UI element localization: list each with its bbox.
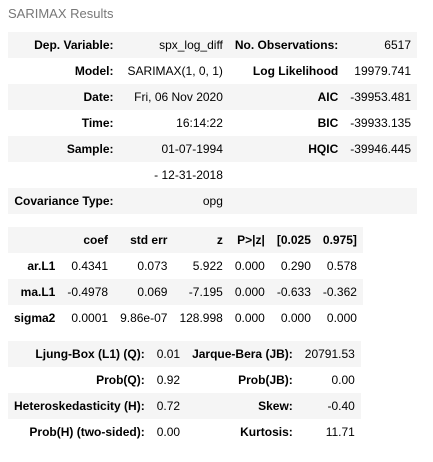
table-row: sigma2 0.0001 9.86e-07 128.998 0.000 0.0…	[8, 305, 363, 331]
value-dep-variable: spx_log_diff	[159, 38, 223, 52]
label-ljung-box: Ljung-Box (L1) (Q):	[35, 347, 145, 361]
label-empty	[229, 162, 344, 188]
value-no-observations: 6517	[384, 38, 411, 52]
cell: -0.362	[322, 285, 357, 299]
column-header-p-value: P>|z|	[237, 233, 265, 247]
column-header-z: z	[216, 233, 223, 247]
row-label: ar.L1	[27, 259, 56, 273]
value-prob-h: 0.00	[156, 425, 181, 439]
table-row: Prob(Q): 0.92 Prob(JB): 0.00	[8, 367, 361, 393]
cell: 0.290	[280, 259, 311, 273]
coefficients-table: coef std err z P>|z| [0.025 0.975] ar.L1…	[8, 227, 363, 331]
value-model: SARIMAX(1, 0, 1)	[127, 64, 223, 78]
cell: -7.195	[188, 285, 223, 299]
label-no-observations: No. Observations:	[234, 38, 339, 52]
label-bic: BIC	[317, 116, 339, 130]
table-row: Heteroskedasticity (H): 0.72 Skew: -0.40	[8, 393, 361, 419]
cell: 0.578	[326, 259, 357, 273]
label-time: Time:	[81, 116, 114, 130]
value-date: Fri, 06 Nov 2020	[134, 90, 223, 104]
label-model: Model:	[74, 64, 114, 78]
value-prob-jb: 0.00	[331, 373, 355, 387]
value-jarque-bera: 20791.53	[304, 347, 355, 361]
column-header-std-err: std err	[130, 233, 168, 247]
label-prob-jb: Prob(JB):	[238, 373, 293, 387]
table-row: Ljung-Box (L1) (Q): 0.01 Jarque-Bera (JB…	[8, 341, 361, 367]
cell: 0.069	[137, 285, 168, 299]
cell: 0.0001	[71, 311, 109, 325]
label-jarque-bera: Jarque-Bera (JB):	[192, 347, 293, 361]
value-heteroskedasticity: 0.72	[156, 399, 181, 413]
value-aic: -39953.481	[350, 90, 411, 104]
value-empty	[344, 188, 417, 214]
column-header-coef: coef	[83, 233, 109, 247]
table-row: Time: 16:14:22 BIC -39933.135	[8, 110, 417, 136]
value-ljung-box: 0.01	[156, 347, 181, 361]
table-header-row: coef std err z P>|z| [0.025 0.975]	[8, 227, 363, 253]
results-caption: SARIMAX Results	[8, 6, 114, 21]
value-time: 16:14:22	[176, 116, 223, 130]
value-sample-start: 01-07-1994	[161, 142, 223, 156]
column-header-ci-lower: [0.025	[276, 233, 311, 247]
cell: 9.86e-07	[120, 311, 168, 325]
table-row: Prob(H) (two-sided): 0.00 Kurtosis: 11.7…	[8, 419, 361, 445]
column-header	[8, 227, 61, 253]
value-kurtosis: 11.71	[325, 425, 355, 439]
model-summary-table: Dep. Variable: spx_log_diff No. Observat…	[8, 32, 417, 214]
row-label: ma.L1	[20, 285, 56, 299]
label-hqic: HQIC	[308, 142, 339, 156]
label-prob-h: Prob(H) (two-sided):	[29, 425, 145, 439]
label-skew: Skew:	[258, 399, 293, 413]
diagnostics-table: Ljung-Box (L1) (Q): 0.01 Jarque-Bera (JB…	[8, 341, 361, 445]
cell: 0.000	[280, 311, 311, 325]
value-bic: -39933.135	[350, 116, 411, 130]
table-row: Dep. Variable: spx_log_diff No. Observat…	[8, 32, 417, 58]
column-header-ci-upper: 0.975]	[322, 233, 357, 247]
table-row: Covariance Type: opg	[8, 188, 417, 214]
label-heteroskedasticity: Heteroskedasticity (H):	[14, 399, 145, 413]
table-row: - 12-31-2018	[8, 162, 417, 188]
table-row: Model: SARIMAX(1, 0, 1) Log Likelihood 1…	[8, 58, 417, 84]
table-row: ma.L1 -0.4978 0.069 -7.195 0.000 -0.633 …	[8, 279, 363, 305]
value-prob-q: 0.92	[156, 373, 181, 387]
value-hqic: -39946.445	[350, 142, 411, 156]
label-date: Date:	[83, 90, 114, 104]
value-log-likelihood: 19979.741	[354, 64, 411, 78]
label-dep-variable: Dep. Variable:	[34, 38, 114, 52]
label-empty	[229, 188, 344, 214]
label-empty	[8, 162, 120, 188]
label-prob-q: Prob(Q):	[96, 373, 145, 387]
table-row: Sample: 01-07-1994 HQIC -39946.445	[8, 136, 417, 162]
table-row: Date: Fri, 06 Nov 2020 AIC -39953.481	[8, 84, 417, 110]
cell: 128.998	[179, 311, 223, 325]
label-sample: Sample:	[66, 142, 114, 156]
label-kurtosis: Kurtosis:	[240, 425, 293, 439]
cell: 0.000	[234, 311, 265, 325]
cell: 0.4341	[71, 259, 109, 273]
cell: 0.000	[234, 259, 265, 273]
cell: 5.922	[192, 259, 223, 273]
cell: 0.073	[137, 259, 168, 273]
value-empty	[344, 162, 417, 188]
row-label: sigma2	[14, 311, 56, 325]
table-row: ar.L1 0.4341 0.073 5.922 0.000 0.290 0.5…	[8, 253, 363, 279]
value-skew: -0.40	[327, 399, 355, 413]
cell: -0.633	[276, 285, 311, 299]
cell: 0.000	[234, 285, 265, 299]
value-sample-end: - 12-31-2018	[154, 168, 223, 182]
label-log-likelihood: Log Likelihood	[252, 64, 339, 78]
label-aic: AIC	[317, 90, 339, 104]
cell: -0.4978	[67, 285, 109, 299]
label-covariance-type: Covariance Type:	[14, 194, 114, 208]
cell: 0.000	[326, 311, 357, 325]
value-covariance-type: opg	[202, 194, 223, 208]
